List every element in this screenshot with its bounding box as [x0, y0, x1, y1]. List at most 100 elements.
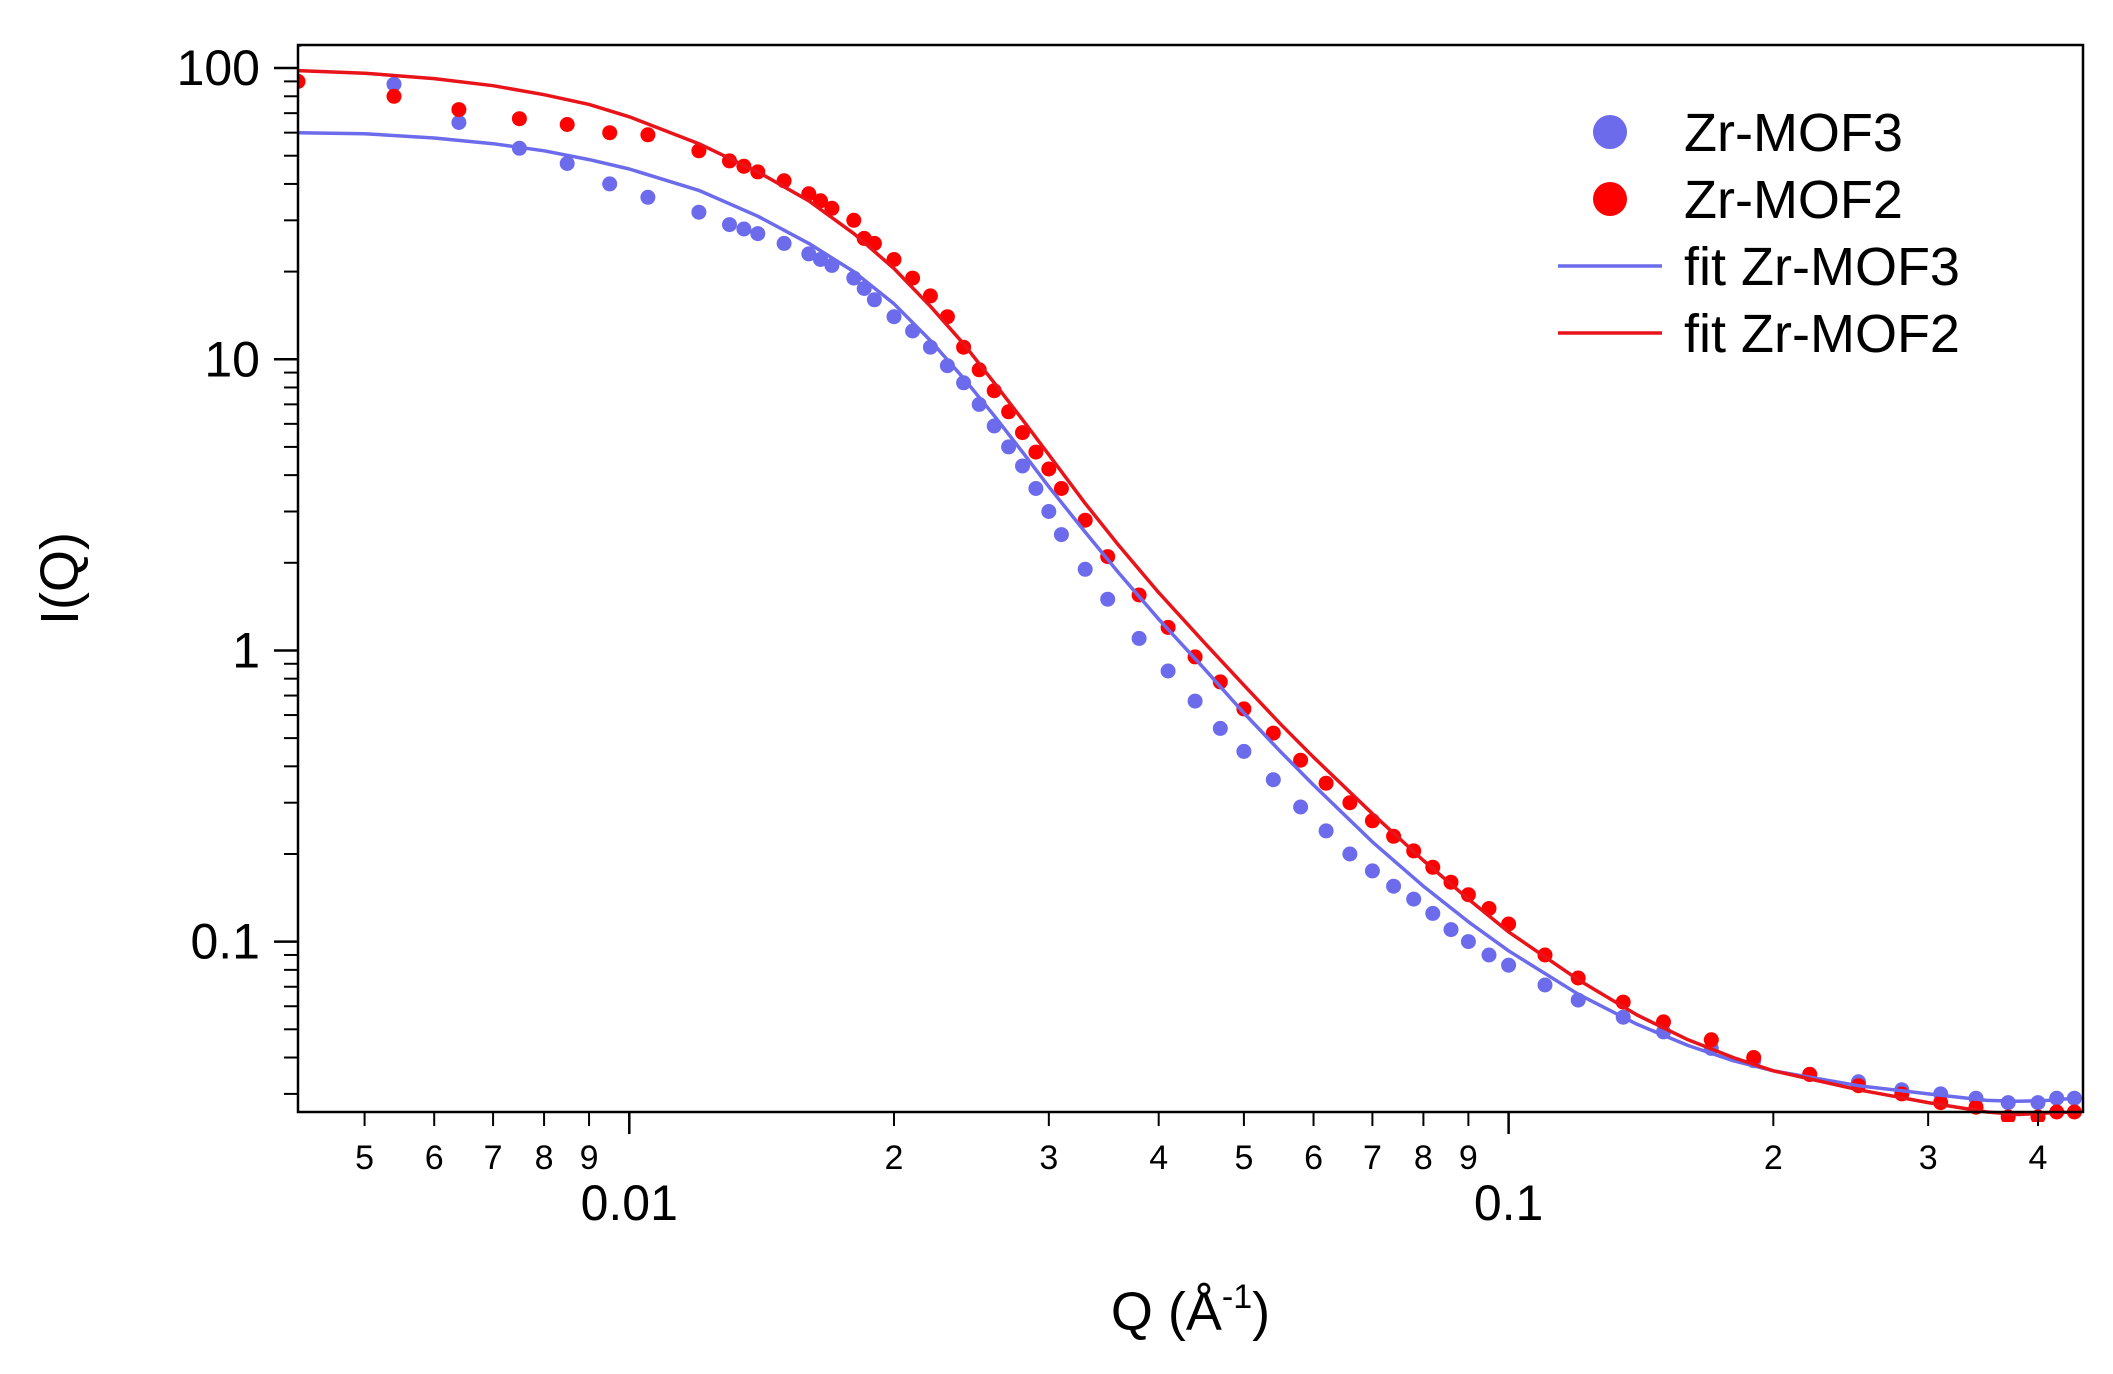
data-point-zr-mof3 — [1131, 630, 1147, 646]
data-point-zr-mof2 — [1015, 425, 1030, 441]
data-point-zr-mof3 — [559, 156, 575, 171]
x-minor-tick-label: 9 — [1459, 1139, 1478, 1177]
x-minor-tick-label: 7 — [1363, 1139, 1382, 1177]
y-major-tick-label: 10 — [204, 331, 260, 387]
data-point-zr-mof3 — [1160, 663, 1176, 679]
series-line-fit-zr-mof2 — [298, 68, 2075, 1117]
x-minor-tick-label: 6 — [1304, 1139, 1323, 1177]
x-axis-title-close: ) — [1252, 1282, 1270, 1342]
y-major-tick-label: 1 — [232, 622, 260, 678]
data-point-zr-mof3 — [1318, 823, 1334, 839]
data-point-zr-mof3 — [776, 235, 792, 251]
data-point-zr-mof2 — [386, 88, 402, 104]
data-point-zr-mof2 — [1236, 701, 1252, 717]
x-minor-tick-label: 7 — [484, 1139, 503, 1177]
data-point-zr-mof2 — [1293, 752, 1309, 768]
data-point-zr-mof3 — [750, 226, 766, 242]
data-point-zr-mof2 — [1703, 1032, 1719, 1048]
data-point-zr-mof3 — [801, 246, 817, 262]
x-minor-tick-label: 5 — [1234, 1139, 1253, 1177]
data-point-zr-mof3 — [1342, 846, 1358, 862]
data-point-zr-mof3 — [1053, 527, 1069, 543]
x-minor-tick-label: 3 — [1919, 1139, 1938, 1177]
data-point-zr-mof3 — [866, 292, 882, 308]
x-axis-title-exponent: -1 — [1222, 1278, 1252, 1316]
data-point-zr-mof3 — [1425, 905, 1441, 921]
data-point-zr-mof3 — [1460, 934, 1476, 950]
data-point-zr-mof2 — [511, 111, 527, 127]
data-point-zr-mof3 — [691, 204, 707, 220]
data-point-zr-mof2 — [1212, 674, 1228, 690]
data-point-zr-mof3 — [886, 309, 902, 325]
data-point-zr-mof2 — [1028, 444, 1044, 460]
x-minor-tick-label: 4 — [2029, 1139, 2048, 1177]
data-point-zr-mof3 — [1481, 947, 1497, 963]
data-point-zr-mof3 — [1293, 799, 1309, 815]
x-axis-title-main: Q (Å — [1111, 1282, 1222, 1342]
data-point-zr-mof3 — [1212, 720, 1228, 736]
data-point-zr-mof3 — [736, 221, 752, 237]
data-point-zr-mof2 — [1386, 828, 1402, 844]
x-minor-tick-label: 5 — [355, 1139, 374, 1177]
legend: Zr-MOF3 Zr-MOF2 fit Zr-MOF3 fit Zr-MOF2 — [1558, 103, 1960, 364]
data-point-zr-mof3 — [1100, 591, 1116, 607]
x-minor-tick-label: 8 — [1414, 1139, 1433, 1177]
series-zr-mof3 — [298, 45, 2082, 1111]
x-major-tick-label: 0.01 — [581, 1175, 678, 1231]
data-point-zr-mof3 — [1001, 439, 1017, 455]
data-point-zr-mof3 — [813, 252, 828, 267]
legend-marker-zr-mof2 — [1593, 182, 1627, 216]
data-point-zr-mof3 — [451, 115, 467, 130]
data-point-zr-mof3 — [1077, 561, 1093, 577]
plot-frame — [296, 43, 2085, 1114]
x-minor-tick-label: 4 — [1149, 1139, 1168, 1177]
x-major-tick-label: 0.1 — [1474, 1175, 1544, 1231]
data-point-zr-mof2 — [640, 127, 656, 143]
data-point-zr-mof3 — [1028, 481, 1044, 496]
data-point-zr-mof3 — [1041, 504, 1057, 519]
y-major-tick-label: 0.1 — [190, 914, 260, 970]
data-point-zr-mof2 — [1053, 481, 1069, 496]
data-point-zr-mof2 — [1041, 461, 1057, 477]
legend-label-fit-zr-mof3: fit Zr-MOF3 — [1684, 237, 1960, 297]
data-point-zr-mof3 — [1364, 863, 1380, 879]
data-point-zr-mof2 — [1460, 887, 1476, 903]
data-point-zr-mof2 — [1342, 795, 1358, 811]
data-point-zr-mof3 — [1187, 693, 1203, 709]
data-point-zr-mof2 — [1318, 775, 1334, 791]
data-point-zr-mof2 — [559, 117, 575, 132]
data-point-zr-mof3 — [1443, 922, 1459, 938]
data-point-zr-mof3 — [640, 189, 656, 205]
data-point-zr-mof2 — [298, 73, 306, 89]
data-point-zr-mof2 — [602, 125, 618, 141]
x-minor-tick-label: 3 — [1039, 1139, 1058, 1177]
data-point-zr-mof2 — [1265, 725, 1281, 741]
data-point-zr-mof3 — [1236, 743, 1252, 759]
data-point-zr-mof3 — [1015, 458, 1030, 474]
x-minor-tick-label: 2 — [885, 1139, 904, 1177]
plot-area — [298, 45, 2082, 1122]
data-point-zr-mof2 — [922, 288, 938, 304]
data-point-zr-mof3 — [722, 217, 737, 233]
data-point-zr-mof3 — [602, 176, 618, 192]
legend-label-zr-mof3: Zr-MOF3 — [1684, 103, 1903, 163]
data-point-zr-mof3 — [1406, 891, 1422, 907]
data-point-zr-mof2 — [824, 200, 840, 216]
x-minor-tick-label: 9 — [580, 1139, 599, 1177]
x-minor-tick-label: 6 — [425, 1139, 444, 1177]
x-axis-title: Q (Å-1) — [1111, 1278, 1270, 1342]
data-point-zr-mof3 — [1537, 977, 1553, 993]
legend-label-fit-zr-mof2: fit Zr-MOF2 — [1684, 304, 1960, 364]
data-point-zr-mof3 — [1265, 772, 1281, 788]
x-minor-tick-label: 2 — [1764, 1139, 1783, 1177]
plot-series-group — [298, 45, 2082, 1122]
data-point-zr-mof2 — [451, 102, 467, 118]
y-axis-title: I(Q) — [30, 532, 90, 625]
data-point-zr-mof2 — [1077, 512, 1093, 528]
legend-label-zr-mof2: Zr-MOF2 — [1684, 170, 1903, 230]
data-point-zr-mof3 — [1501, 957, 1517, 973]
data-point-zr-mof2 — [846, 212, 862, 228]
